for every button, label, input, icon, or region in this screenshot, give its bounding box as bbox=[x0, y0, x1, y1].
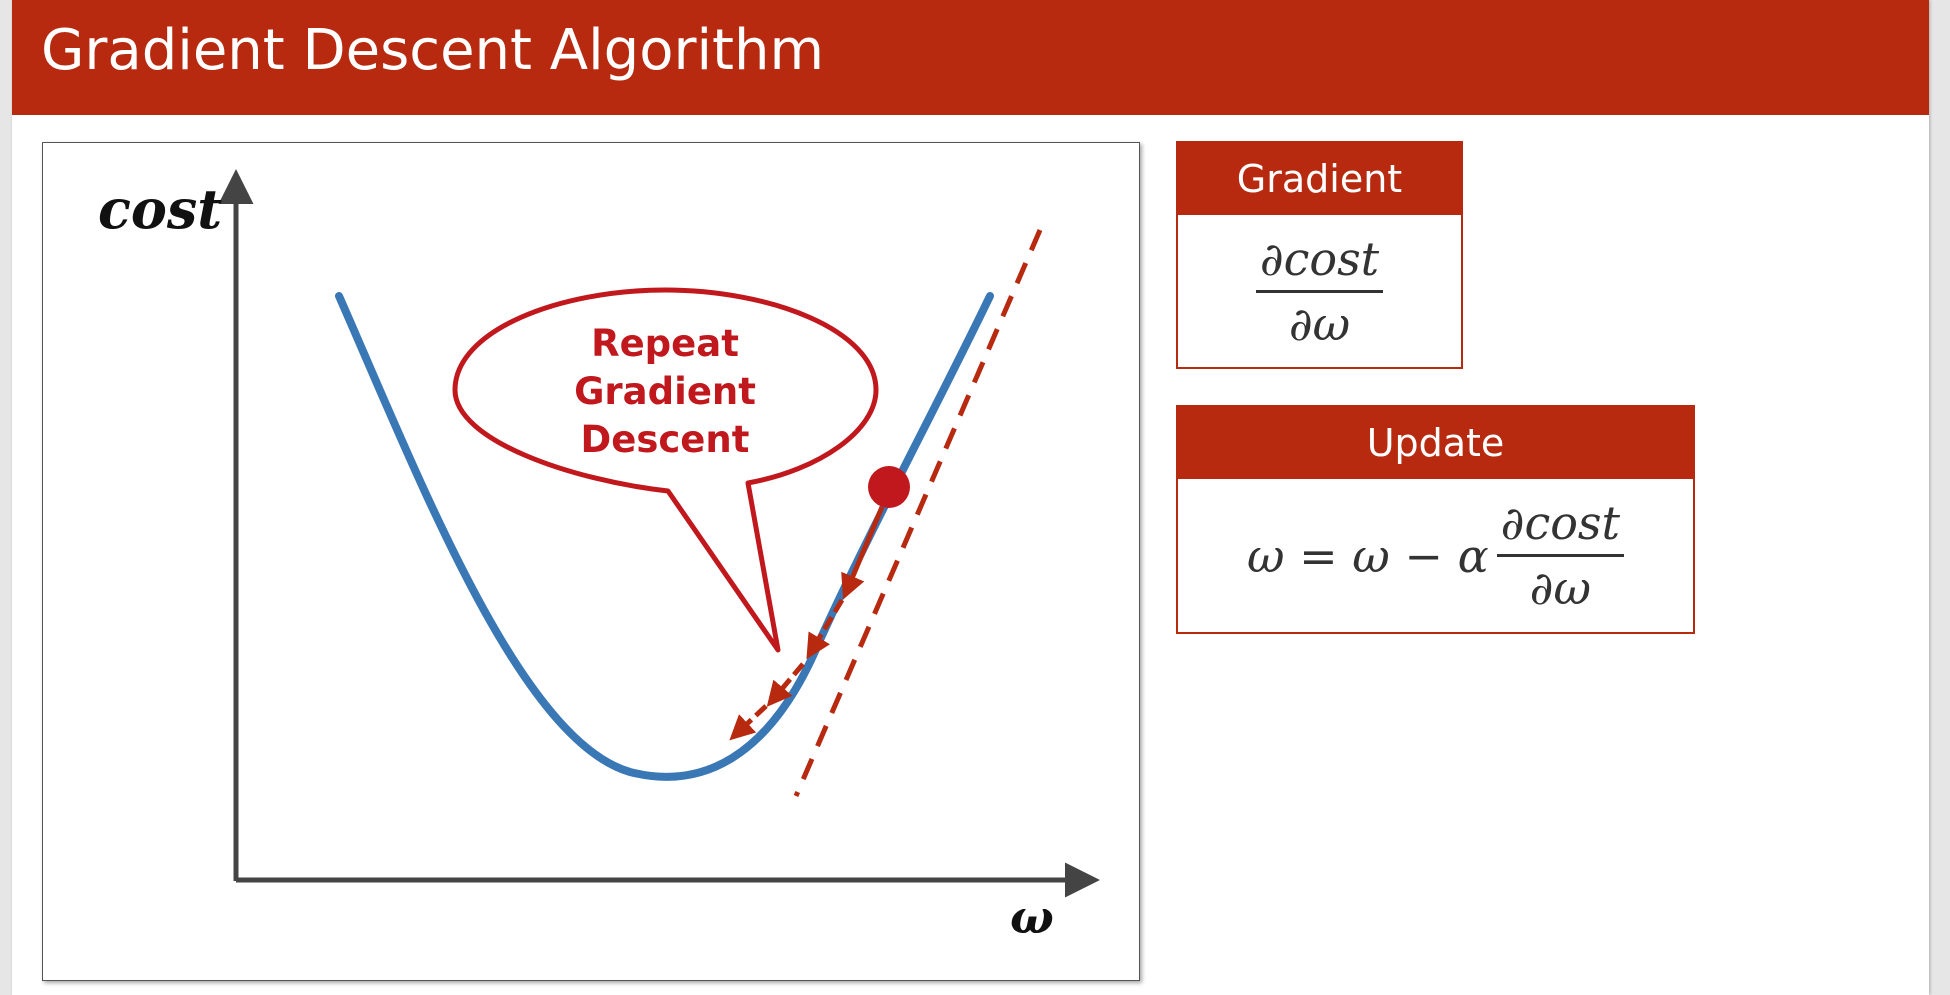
callout-line-3: Descent bbox=[581, 418, 750, 461]
title-bar: Gradient Descent Algorithm bbox=[12, 0, 1929, 115]
x-axis-label: ω bbox=[1010, 890, 1054, 944]
callout-bubble bbox=[452, 287, 879, 653]
gradient-numerator: ∂cost bbox=[1255, 232, 1384, 293]
update-denominator: ∂ω bbox=[1529, 561, 1591, 615]
update-fraction: ∂cost ∂ω bbox=[1496, 496, 1624, 615]
update-panel: Update ω = ω − α ∂cost ∂ω bbox=[1176, 405, 1695, 634]
slide-title: Gradient Descent Algorithm bbox=[41, 18, 825, 83]
update-lhs: ω = ω − α bbox=[1246, 528, 1489, 583]
descent-step-arrow bbox=[806, 598, 845, 660]
update-panel-header: Update bbox=[1178, 407, 1693, 479]
descent-step-arrow bbox=[766, 662, 805, 707]
descent-step-arrow bbox=[841, 506, 885, 600]
callout-line-2: Gradient bbox=[574, 370, 756, 413]
gradient-fraction: ∂cost ∂ω bbox=[1255, 232, 1384, 351]
update-numerator: ∂cost bbox=[1496, 496, 1624, 557]
current-point bbox=[868, 466, 910, 508]
update-formula: ω = ω − α ∂cost ∂ω bbox=[1178, 479, 1693, 632]
y-axis-label: cost bbox=[98, 177, 222, 241]
diagram-frame bbox=[42, 142, 1140, 981]
gradient-formula: ∂cost ∂ω bbox=[1178, 215, 1461, 367]
gradient-denominator: ∂ω bbox=[1288, 296, 1351, 351]
gradient-panel-header: Gradient bbox=[1178, 143, 1461, 215]
tangent-line bbox=[793, 229, 1043, 797]
callout-line-1: Repeat bbox=[591, 322, 739, 365]
descent-step-arrow bbox=[729, 704, 768, 741]
gradient-panel: Gradient ∂cost ∂ω bbox=[1176, 141, 1463, 369]
